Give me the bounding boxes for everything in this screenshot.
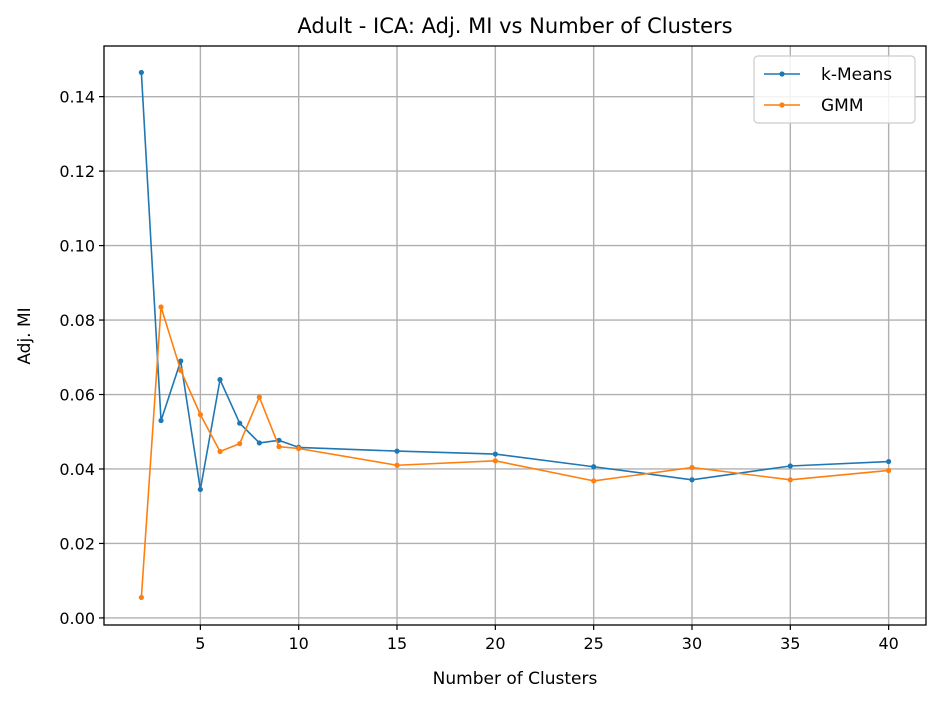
legend-label-gmm: GMM <box>821 96 864 116</box>
legend-entries: k-Means GMM <box>764 65 892 116</box>
data-point-k-means <box>787 463 793 469</box>
y-tick-label: 0.00 <box>59 609 95 628</box>
x-tick-label: 25 <box>583 634 603 653</box>
axis-ticks: 5 10 15 20 25 30 35 40 0.00 0.02 0.04 0.06 0.08 0.10 0… <box>59 88 898 653</box>
y-tick-label: 0.02 <box>59 534 95 553</box>
data-point-gmm <box>787 477 793 483</box>
chart-title: Adult - ICA: Adj. MI vs Number of Cluste… <box>297 14 732 38</box>
x-tick-label: 35 <box>780 634 800 653</box>
data-point-gmm <box>138 594 144 601</box>
data-point-gmm <box>237 441 243 447</box>
data-point-gmm <box>689 464 695 471</box>
y-tick-label: 0.06 <box>59 386 95 405</box>
y-tick-label: 0.04 <box>59 460 95 479</box>
grid <box>104 46 926 625</box>
y-tick-label: 0.08 <box>59 311 95 330</box>
legend-item-k-means: k-Means <box>764 65 892 85</box>
x-tick-label: 10 <box>289 634 309 653</box>
series-gmm <box>138 304 892 601</box>
data-point-gmm <box>158 304 164 310</box>
data-point-k-means <box>197 486 203 493</box>
data-point-gmm <box>886 467 892 474</box>
x-tick-label: 20 <box>485 634 505 653</box>
legend: k-Means GMM <box>753 55 916 124</box>
data-point-gmm <box>178 367 184 373</box>
data-point-gmm <box>296 445 302 452</box>
y-tick-label: 0.10 <box>59 237 95 256</box>
x-tick-label: 5 <box>195 634 205 653</box>
y-tick-label: 0.14 <box>59 88 95 107</box>
data-point-k-means <box>237 420 243 426</box>
data-point-k-means <box>689 477 695 483</box>
x-axis-label: Number of Clusters <box>433 669 598 689</box>
data-point-k-means <box>178 358 184 364</box>
data-point-gmm <box>217 448 223 455</box>
data-point-k-means <box>492 451 498 457</box>
data-point-gmm <box>492 458 498 464</box>
data-point-gmm <box>276 444 282 450</box>
data-point-gmm <box>591 478 597 484</box>
y-tick-label: 0.12 <box>59 162 95 181</box>
data-point-k-means <box>591 464 597 470</box>
data-point-k-means <box>158 417 164 424</box>
series-layer <box>138 69 892 601</box>
x-tick-label: 15 <box>387 634 407 653</box>
legend-label-k-means: k-Means <box>821 65 892 85</box>
data-point-k-means <box>217 377 223 383</box>
plot-frame <box>103 45 927 626</box>
x-tick-label: 30 <box>682 634 702 653</box>
data-point-k-means <box>138 69 144 76</box>
data-point-gmm <box>256 394 262 400</box>
data-point-k-means <box>394 448 400 454</box>
legend-marker-k-means <box>779 71 785 77</box>
data-point-gmm <box>394 462 400 468</box>
y-axis-label: Adj. MI <box>15 307 35 364</box>
data-point-k-means <box>886 458 892 465</box>
data-point-gmm <box>197 412 203 418</box>
x-tick-label: 40 <box>878 634 898 653</box>
legend-box <box>753 55 916 124</box>
legend-item-gmm: GMM <box>764 96 864 116</box>
series-k-means <box>138 69 892 493</box>
legend-marker-gmm <box>779 102 785 108</box>
data-point-k-means <box>256 440 262 446</box>
